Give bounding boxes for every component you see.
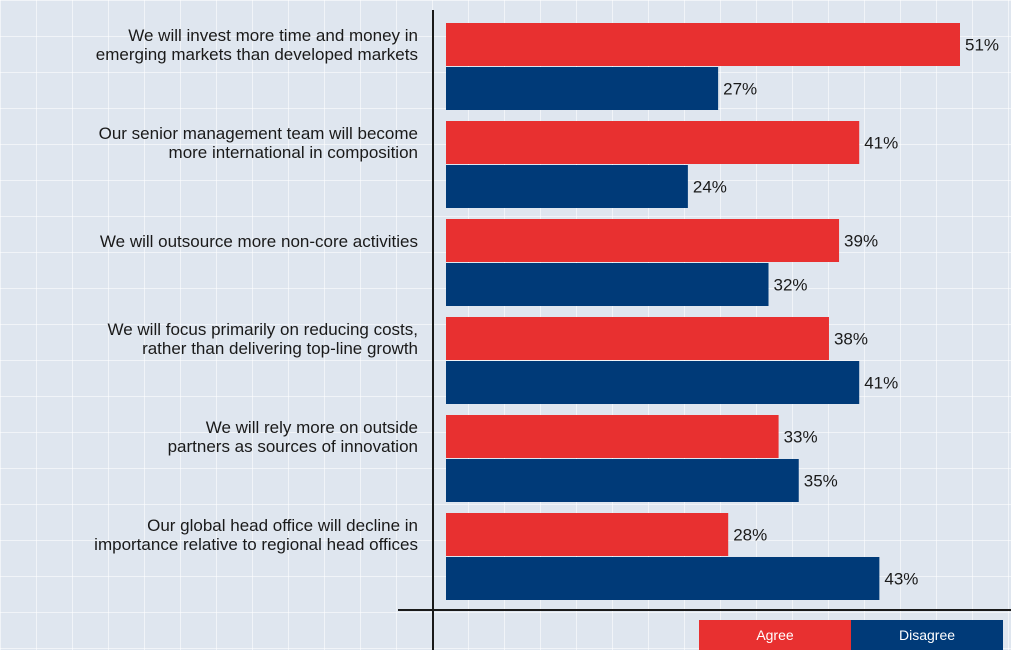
category-label-6-line-2: importance relative to regional head off… [94, 535, 418, 554]
category-label-3-line-1: We will outsource more non-core activiti… [100, 232, 418, 251]
bar-disagree-6 [446, 557, 880, 600]
bar-agree-5 [446, 415, 779, 458]
bars-group [446, 23, 960, 600]
bar-disagree-4 [446, 361, 860, 404]
value-label-disagree-2: 24% [693, 178, 727, 197]
category-label-2-line-2: more international in composition [169, 143, 418, 162]
category-label-4-line-1: We will focus primarily on reducing cost… [107, 320, 418, 339]
bar-disagree-3 [446, 263, 769, 306]
value-label-disagree-1: 27% [723, 80, 757, 99]
bar-disagree-1 [446, 67, 719, 110]
value-label-agree-3: 39% [844, 232, 878, 251]
value-label-agree-1: 51% [965, 36, 999, 55]
category-label-1-line-1: We will invest more time and money in [128, 26, 418, 45]
bar-disagree-2 [446, 165, 688, 208]
legend-swatch-disagree [851, 620, 1003, 650]
value-label-disagree-4: 41% [864, 374, 898, 393]
legend-swatch-agree [699, 620, 851, 650]
category-label-4-line-2: rather than delivering top-line growth [142, 339, 418, 358]
bar-agree-2 [446, 121, 860, 164]
value-label-disagree-5: 35% [804, 472, 838, 491]
legend-label-disagree: Disagree [899, 627, 955, 643]
value-label-disagree-3: 32% [774, 276, 808, 295]
value-label-agree-2: 41% [864, 134, 898, 153]
value-label-agree-5: 33% [784, 428, 818, 447]
legend-label-agree: Agree [756, 627, 794, 643]
category-label-6-line-1: Our global head office will decline in [147, 516, 418, 535]
bar-agree-3 [446, 219, 840, 262]
category-label-2-line-1: Our senior management team will become [99, 124, 418, 143]
category-label-5-line-2: partners as sources of innovation [168, 437, 418, 456]
value-label-agree-6: 28% [733, 526, 767, 545]
legend: Agree Disagree [699, 620, 1003, 650]
bar-agree-6 [446, 513, 729, 556]
bar-agree-1 [446, 23, 960, 66]
category-labels-group: We will invest more time and money ineme… [94, 26, 418, 554]
value-label-agree-4: 38% [834, 330, 868, 349]
value-label-disagree-6: 43% [884, 570, 918, 589]
bar-disagree-5 [446, 459, 799, 502]
category-label-1-line-2: emerging markets than developed markets [96, 45, 418, 64]
value-labels-group: 51% 27% 41% 24% 39% 32% 38% 41% 33% 35% 28% 43% [693, 36, 999, 589]
bar-agree-4 [446, 317, 829, 360]
category-label-5-line-1: We will rely more on outside [206, 418, 418, 437]
